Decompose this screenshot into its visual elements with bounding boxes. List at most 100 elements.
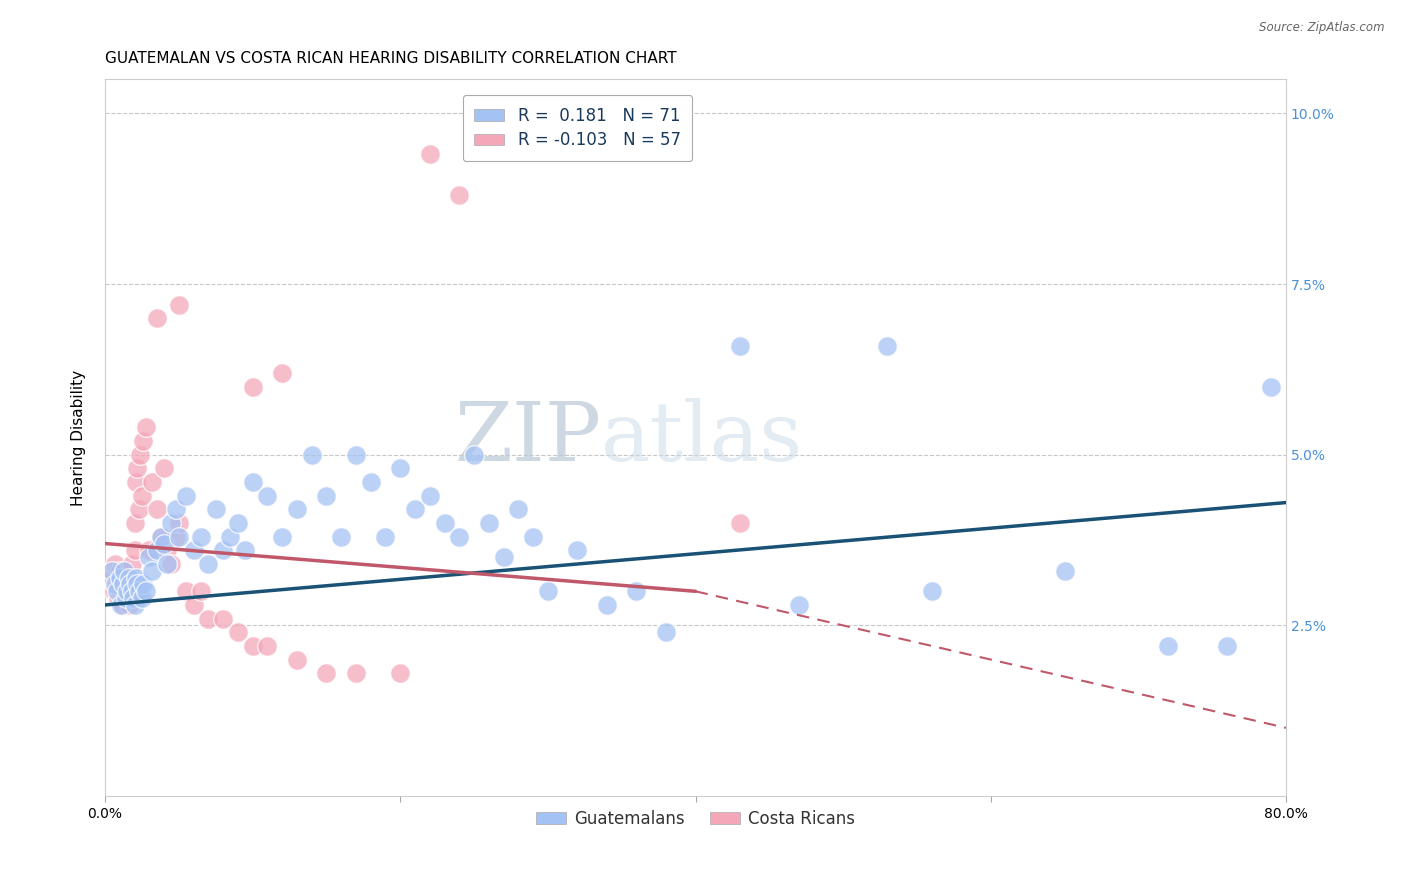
Point: [876, 338, 898, 352]
Text: Source: ZipAtlas.com: Source: ZipAtlas.com: [1260, 21, 1385, 34]
Point: [285, 502, 308, 516]
Point: [135, 584, 157, 599]
Point: [129, 448, 152, 462]
Point: [101, 571, 124, 585]
Point: [419, 147, 441, 161]
Point: [125, 475, 148, 489]
Point: [226, 625, 249, 640]
Point: [271, 366, 294, 380]
Point: [128, 502, 150, 516]
Point: [478, 516, 501, 530]
Point: [120, 591, 142, 606]
Point: [256, 639, 278, 653]
Point: [153, 536, 176, 550]
Point: [374, 530, 396, 544]
Point: [145, 311, 167, 326]
Point: [787, 598, 810, 612]
Point: [537, 584, 560, 599]
Point: [122, 584, 145, 599]
Point: [145, 502, 167, 516]
Point: [330, 530, 353, 544]
Point: [124, 516, 146, 530]
Point: [108, 584, 131, 599]
Point: [463, 448, 485, 462]
Point: [174, 584, 197, 599]
Point: [212, 612, 235, 626]
Point: [921, 584, 943, 599]
Point: [197, 557, 219, 571]
Point: [242, 379, 264, 393]
Point: [1260, 379, 1282, 393]
Point: [114, 591, 136, 606]
Point: [110, 598, 132, 612]
Point: [124, 543, 146, 558]
Point: [103, 584, 125, 599]
Text: GUATEMALAN VS COSTA RICAN HEARING DISABILITY CORRELATION CHART: GUATEMALAN VS COSTA RICAN HEARING DISABI…: [105, 51, 676, 66]
Point: [108, 564, 131, 578]
Point: [120, 577, 142, 591]
Text: ZIP: ZIP: [454, 398, 600, 478]
Point: [121, 557, 143, 571]
Point: [449, 188, 471, 202]
Point: [167, 297, 190, 311]
Point: [131, 489, 153, 503]
Point: [389, 666, 412, 681]
Point: [107, 591, 129, 606]
Point: [150, 530, 173, 544]
Point: [131, 591, 153, 606]
Point: [1157, 639, 1180, 653]
Point: [1053, 564, 1076, 578]
Point: [160, 516, 183, 530]
Point: [110, 571, 132, 585]
Point: [404, 502, 426, 516]
Point: [104, 557, 127, 571]
Point: [508, 502, 530, 516]
Point: [190, 584, 212, 599]
Point: [728, 338, 751, 352]
Point: [145, 543, 167, 558]
Point: [233, 543, 256, 558]
Point: [108, 571, 131, 585]
Point: [104, 577, 127, 591]
Point: [105, 584, 128, 599]
Point: [226, 516, 249, 530]
Point: [360, 475, 382, 489]
Point: [132, 577, 155, 591]
Point: [111, 577, 134, 591]
Point: [242, 475, 264, 489]
Point: [626, 584, 648, 599]
Point: [256, 489, 278, 503]
Point: [242, 639, 264, 653]
Point: [138, 550, 160, 565]
Point: [156, 557, 179, 571]
Point: [522, 530, 544, 544]
Text: atlas: atlas: [600, 398, 803, 478]
Point: [117, 571, 139, 585]
Point: [115, 584, 138, 599]
Point: [153, 461, 176, 475]
Point: [141, 475, 163, 489]
Legend: Guatemalans, Costa Ricans: Guatemalans, Costa Ricans: [529, 803, 862, 834]
Point: [111, 584, 134, 599]
Point: [271, 530, 294, 544]
Point: [433, 516, 456, 530]
Point: [165, 502, 187, 516]
Point: [127, 577, 149, 591]
Point: [285, 652, 308, 666]
Point: [128, 584, 150, 599]
Point: [114, 584, 136, 599]
Point: [125, 571, 148, 585]
Point: [344, 666, 367, 681]
Point: [156, 543, 179, 558]
Point: [114, 564, 136, 578]
Point: [124, 598, 146, 612]
Point: [596, 598, 619, 612]
Point: [301, 448, 323, 462]
Point: [174, 489, 197, 503]
Point: [567, 543, 589, 558]
Point: [121, 584, 143, 599]
Point: [115, 584, 138, 599]
Point: [135, 420, 157, 434]
Point: [105, 577, 128, 591]
Point: [121, 577, 143, 591]
